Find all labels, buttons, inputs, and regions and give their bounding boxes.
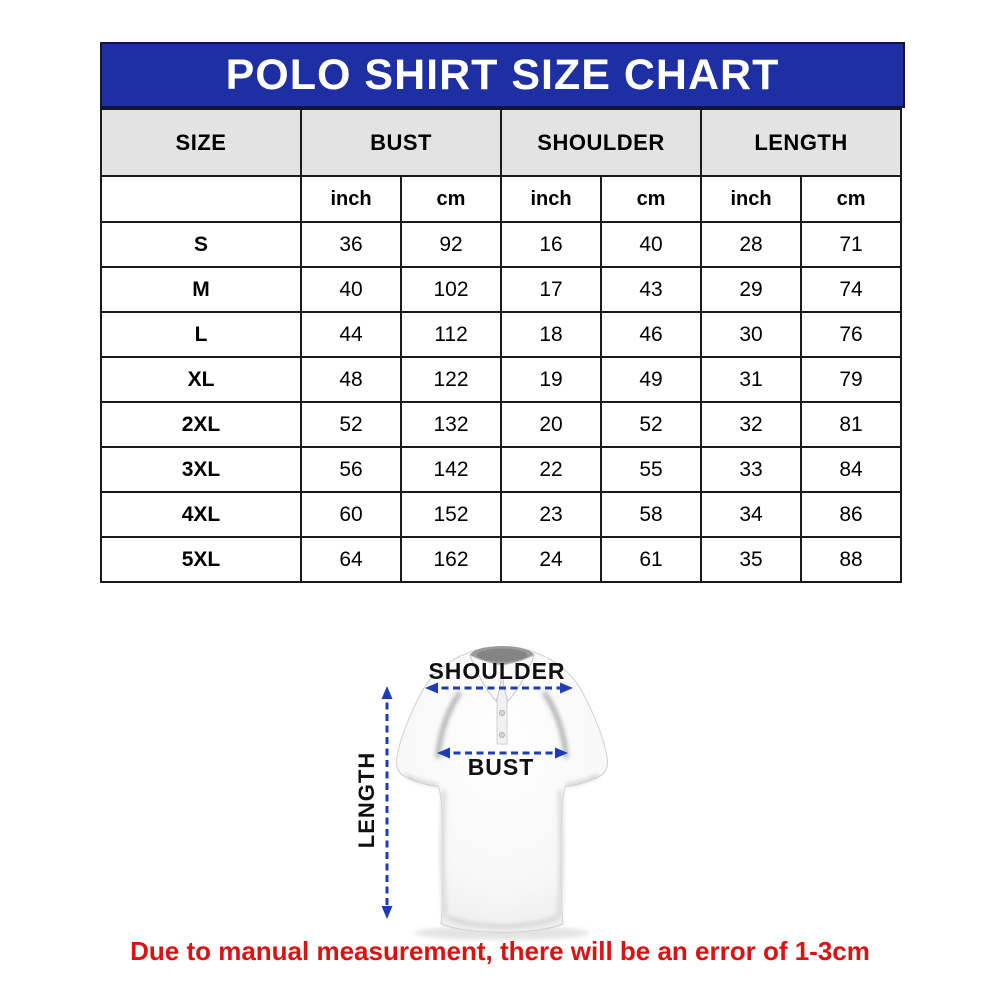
shoulder-cm-cell: 61 [600,536,703,583]
column-header-shoulder: SHOULDER [500,108,703,177]
column-header-length: LENGTH [700,108,903,177]
shirt-shadow [414,926,590,940]
table-row-s: S 36 92 16 40 28 71 [100,221,1000,268]
bust-cm-cell: 162 [399,536,503,583]
polo-shirt-illustration [395,646,609,940]
length-inch-cell: 30 [700,311,803,358]
bust-cm-cell: 152 [399,491,503,538]
bust-inch-cell: 36 [300,221,402,268]
shoulder-cm-cell: 58 [600,491,703,538]
bust-inch-header: inch [300,175,402,223]
length-cm-header: cm [800,175,903,223]
page-title: POLO SHIRT SIZE CHART [225,50,780,99]
shirt-body [395,646,609,933]
column-header-bust: BUST [299,108,503,177]
bust-cm-cell: 112 [399,311,503,358]
length-inch-cell: 31 [700,356,803,403]
shoulder-inch-cell: 24 [500,536,603,583]
length-cm-cell: 79 [800,356,903,403]
shoulder-cm-cell: 46 [600,311,703,358]
length-cm-cell: 74 [800,266,903,313]
bust-label: BUST [468,754,535,780]
measurement-note: Due to manual measurement, there will be… [130,936,870,966]
shoulder-inch-cell: 16 [500,221,603,268]
shoulder-label: SHOULDER [428,658,565,684]
bust-inch-cell: 64 [300,536,402,583]
length-cm-cell: 71 [800,221,903,268]
shoulder-cm-cell: 49 [600,356,703,403]
shoulder-inch-cell: 18 [500,311,603,358]
bust-inch-cell: 56 [300,446,402,493]
shirt-shading [405,691,599,929]
table-row-m: M 40 102 17 43 29 74 [100,266,1000,313]
length-inch-cell: 33 [700,446,803,493]
shoulder-cm-cell: 55 [600,446,703,493]
size-cell: 3XL [100,446,302,493]
shoulder-inch-cell: 23 [500,491,603,538]
length-cm-cell: 81 [800,401,903,448]
length-inch-cell: 32 [700,401,803,448]
shoulder-inch-cell: 19 [500,356,603,403]
length-inch-cell: 28 [700,221,803,268]
table-row-4xl: 4XL 60 152 23 58 34 86 [100,491,1000,538]
table-row-2xl: 2XL 52 132 20 52 32 81 [100,401,1000,448]
table-row-l: L 44 112 18 46 30 76 [100,311,1000,358]
button-top [498,710,505,717]
size-cell: 2XL [100,401,302,448]
shoulder-cm-cell: 52 [600,401,703,448]
bust-cm-cell: 92 [399,221,503,268]
shoulder-cm-cell: 43 [600,266,703,313]
size-cell: 5XL [100,536,302,583]
length-inch-header: inch [700,175,803,223]
bust-arrow [437,747,568,759]
shoulder-cm-cell: 40 [600,221,703,268]
bust-cm-cell: 122 [399,356,503,403]
size-unit-spacer-cell [100,175,302,223]
unit-header-row: inch cm inch cm inch cm [100,175,1000,223]
column-header-row: SIZE BUST SHOULDER LENGTH [100,108,1000,177]
length-inch-cell: 34 [700,491,803,538]
shoulder-inch-cell: 22 [500,446,603,493]
size-cell: M [100,266,302,313]
measurement-arrows [381,682,573,919]
bust-inch-cell: 40 [300,266,402,313]
size-cell: L [100,311,302,358]
shoulder-inch-header: inch [500,175,603,223]
table-row-3xl: 3XL 56 142 22 55 33 84 [100,446,1000,493]
shoulder-inch-cell: 17 [500,266,603,313]
collar-opening [477,648,527,662]
bust-cm-cell: 132 [399,401,503,448]
size-chart-table: SIZE BUST SHOULDER LENGTH inch cm inch c… [100,108,1000,583]
shoulder-arrow [425,682,573,694]
length-cm-cell: 76 [800,311,903,358]
table-row-5xl: 5XL 64 162 24 61 35 88 [100,536,1000,583]
length-cm-cell: 86 [800,491,903,538]
length-inch-cell: 35 [700,536,803,583]
bust-inch-cell: 52 [300,401,402,448]
bust-inch-cell: 48 [300,356,402,403]
length-arrow [381,686,393,919]
shoulder-inch-cell: 20 [500,401,603,448]
button-bottom [498,732,505,739]
bust-cm-cell: 102 [399,266,503,313]
table-row-xl: XL 48 122 19 49 31 79 [100,356,1000,403]
size-cell: S [100,221,302,268]
title-banner: POLO SHIRT SIZE CHART [100,42,905,108]
shoulder-cm-header: cm [600,175,703,223]
bust-inch-cell: 60 [300,491,402,538]
polo-shirt-diagram: SHOULDER BUST LENGTH [354,646,609,940]
length-label: LENGTH [354,752,379,848]
bust-inch-cell: 44 [300,311,402,358]
size-cell: XL [100,356,302,403]
size-cell: 4XL [100,491,302,538]
length-cm-cell: 84 [800,446,903,493]
bust-cm-cell: 142 [399,446,503,493]
bust-cm-header: cm [399,175,503,223]
length-cm-cell: 88 [800,536,903,583]
column-header-size: SIZE [100,108,302,177]
length-inch-cell: 29 [700,266,803,313]
